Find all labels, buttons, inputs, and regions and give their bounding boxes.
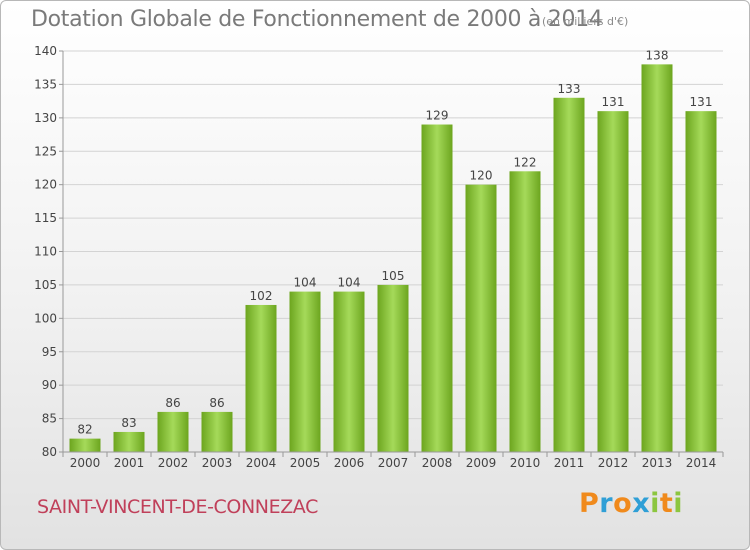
y-tick-label: 100	[34, 311, 57, 325]
y-tick-label: 95	[42, 345, 57, 359]
y-axis: 80 85 90 95 100 105 110 115 120 125 130 135 140	[34, 44, 64, 459]
y-tick-label: 80	[42, 445, 57, 459]
brand-letter: i	[650, 488, 660, 519]
brand-letter: x	[632, 488, 651, 519]
value-label-2010: 122	[514, 155, 537, 169]
x-tick-label-2007: 2007	[378, 456, 409, 470]
bar-2002	[157, 411, 189, 452]
value-label-2003: 86	[209, 396, 224, 410]
x-tick-label-2001: 2001	[114, 456, 145, 470]
brand-letter: o	[613, 488, 633, 519]
bar-2000	[69, 438, 101, 452]
value-label-2001: 83	[121, 416, 136, 430]
y-tick-label: 125	[34, 144, 57, 158]
x-tick-label-2014: 2014	[686, 456, 717, 470]
bar-2001	[113, 431, 145, 452]
x-tick-label-2009: 2009	[466, 456, 497, 470]
bar-2007	[377, 284, 409, 452]
value-label-2011: 133	[558, 82, 581, 96]
y-tick-label: 85	[42, 412, 57, 426]
x-tick-label-2003: 2003	[202, 456, 233, 470]
bar-2014	[685, 111, 717, 453]
value-label-2009: 120	[470, 169, 493, 183]
x-axis: 2000 2001 2002 2003 2004 2005 2006 2007 2008 2009…	[62, 451, 724, 470]
brand-letter: r	[599, 488, 614, 519]
y-tick-label: 105	[34, 278, 57, 292]
bar-2006	[333, 291, 365, 452]
y-tick-label: 90	[42, 378, 57, 392]
x-tick-label-2004: 2004	[246, 456, 277, 470]
brand-letter: P	[579, 488, 600, 519]
value-label-2005: 104	[294, 276, 317, 290]
value-label-2008: 129	[426, 109, 449, 123]
commune-name: SAINT-VINCENT-DE-CONNEZAC	[37, 496, 318, 518]
x-tick-label-2012: 2012	[598, 456, 629, 470]
bar-2009	[465, 184, 497, 452]
x-tick-label-2013: 2013	[642, 456, 673, 470]
chart-unit-note: (en milliers d'€)	[542, 15, 629, 28]
y-tick-label: 120	[34, 178, 57, 192]
value-labels: 82 83 86 86 102 104 104 105 129 120 122 133 131 138 13…	[77, 48, 712, 436]
bar-2013	[641, 64, 673, 452]
bar-2005	[289, 291, 321, 452]
bar-2012	[597, 111, 629, 453]
x-tick-label-2000: 2000	[70, 456, 101, 470]
bar-2003	[201, 411, 233, 452]
value-label-2007: 105	[382, 269, 405, 283]
chart-title: Dotation Globale de Fonctionnement de 20…	[31, 7, 603, 32]
x-tick-label-2010: 2010	[510, 456, 541, 470]
y-tick-label: 140	[34, 44, 57, 58]
x-tick-label-2005: 2005	[290, 456, 321, 470]
x-tick-label-2002: 2002	[158, 456, 189, 470]
value-label-2000: 82	[77, 423, 92, 437]
value-label-2006: 104	[338, 276, 361, 290]
brand-letter: t	[659, 488, 674, 519]
x-tick-label-2011: 2011	[554, 456, 585, 470]
x-tick-label-2006: 2006	[334, 456, 365, 470]
bar-2004	[245, 304, 277, 452]
value-label-2012: 131	[602, 95, 625, 109]
value-label-2002: 86	[165, 396, 180, 410]
value-label-2014: 131	[690, 95, 713, 109]
value-label-2013: 138	[646, 48, 669, 62]
bar-2008	[421, 124, 453, 453]
y-tick-label: 115	[34, 211, 57, 225]
bar-2010	[509, 171, 541, 453]
proxiti-logo: Proxiti	[579, 488, 683, 519]
x-tick-label-2008: 2008	[422, 456, 453, 470]
brand-letter: i	[673, 488, 684, 519]
value-label-2004: 102	[250, 289, 273, 303]
y-tick-label: 135	[34, 77, 57, 91]
bar-2011	[553, 97, 585, 453]
bars	[69, 64, 717, 453]
y-tick-label: 110	[34, 245, 57, 259]
y-tick-label: 130	[34, 111, 57, 125]
